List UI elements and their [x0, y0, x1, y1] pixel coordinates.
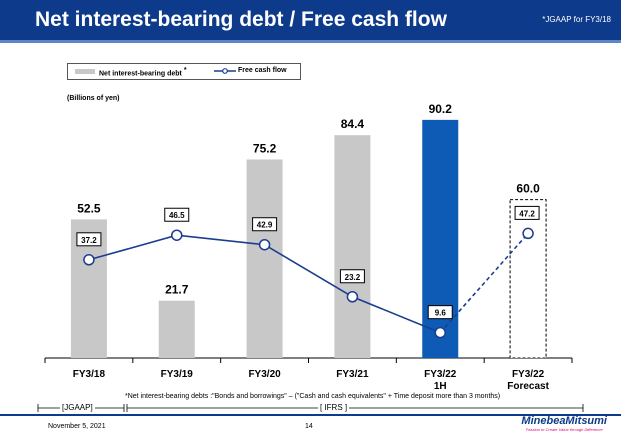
jgaap-label: [JGAAP]: [60, 403, 95, 412]
bar-net-debt: [246, 159, 283, 358]
fcf-label-box: [164, 207, 190, 222]
legend-bar-label: Net interest-bearing debt *: [99, 67, 187, 77]
fcf-label-box: [339, 269, 365, 284]
x-tick-label: FY3/19: [161, 369, 194, 380]
fcf-label-box: [514, 205, 540, 220]
header-banner: Net interest-bearing debt / Free cash fl…: [0, 0, 621, 40]
bar-value-label: 90.2: [429, 102, 453, 116]
ifrs-label: [ IFRS ]: [318, 403, 350, 412]
bar-value-label: 84.4: [341, 117, 365, 131]
fcf-forecast-line: [439, 232, 529, 334]
bar-net-debt: [158, 300, 195, 358]
fcf-value-label: 46.5: [169, 211, 185, 220]
unit-label: (Billions of yen): [67, 95, 120, 102]
bar-net-debt: [509, 199, 547, 359]
bar-value-label: 75.2: [253, 141, 277, 155]
x-tick-label: FY3/20: [248, 369, 281, 380]
x-tick-label: Forecast: [507, 381, 549, 392]
fcf-point: [258, 238, 271, 251]
bar-value-label: 21.7: [165, 283, 189, 297]
legend-bar-text: Net interest-bearing debt: [99, 70, 182, 78]
fcf-label-box: [252, 217, 278, 232]
logo-wordmark: MinebeaMitsumi: [521, 415, 607, 427]
fcf-label-box: [427, 305, 453, 320]
fcf-value-label: 23.2: [345, 273, 361, 282]
bar-value-label: 60.0: [516, 182, 540, 196]
fcf-value-label: 42.9: [257, 221, 273, 230]
chart-footnote: *Net interest-bearing debts :"Bonds and …: [125, 393, 501, 400]
x-tick-label: 1H: [434, 381, 447, 392]
fcf-value-label: 9.6: [435, 309, 447, 318]
footer-date: November 5, 2021: [48, 423, 106, 430]
x-tick-label: FY3/22: [424, 369, 457, 380]
legend-line-swatch: [214, 68, 236, 74]
company-logo: MinebeaMitsumi Passion to Create Value t…: [521, 415, 607, 432]
fcf-point: [434, 326, 446, 339]
header-underline: [0, 40, 621, 43]
logo-tagline: Passion to Create Value through Differen…: [525, 427, 603, 432]
chart-legend: Net interest-bearing debt * Free cash fl…: [67, 63, 301, 80]
header-note: *JGAAP for FY3/18: [542, 15, 611, 24]
legend-bar-swatch: [75, 69, 95, 74]
fcf-point: [346, 291, 359, 303]
fcf-point: [83, 254, 95, 266]
page-title: Net interest-bearing debt / Free cash fl…: [35, 8, 447, 31]
fcf-label-box: [76, 232, 102, 247]
fcf-point: [522, 227, 534, 240]
footer-divider: [0, 414, 621, 416]
bar-value-label: 52.5: [77, 201, 101, 215]
bar-net-debt: [334, 135, 371, 358]
x-tick-label: FY3/21: [336, 369, 369, 380]
fcf-value-label: 37.2: [81, 236, 97, 245]
page-number: 14: [305, 423, 313, 430]
fcf-point: [171, 229, 183, 241]
legend-bar-mark: *: [183, 67, 187, 74]
x-tick-label: FY3/18: [73, 369, 106, 380]
fcf-value-label: 47.2: [519, 209, 535, 218]
legend-line-label: Free cash flow: [238, 67, 287, 74]
x-tick-label: FY3/22: [512, 369, 545, 380]
